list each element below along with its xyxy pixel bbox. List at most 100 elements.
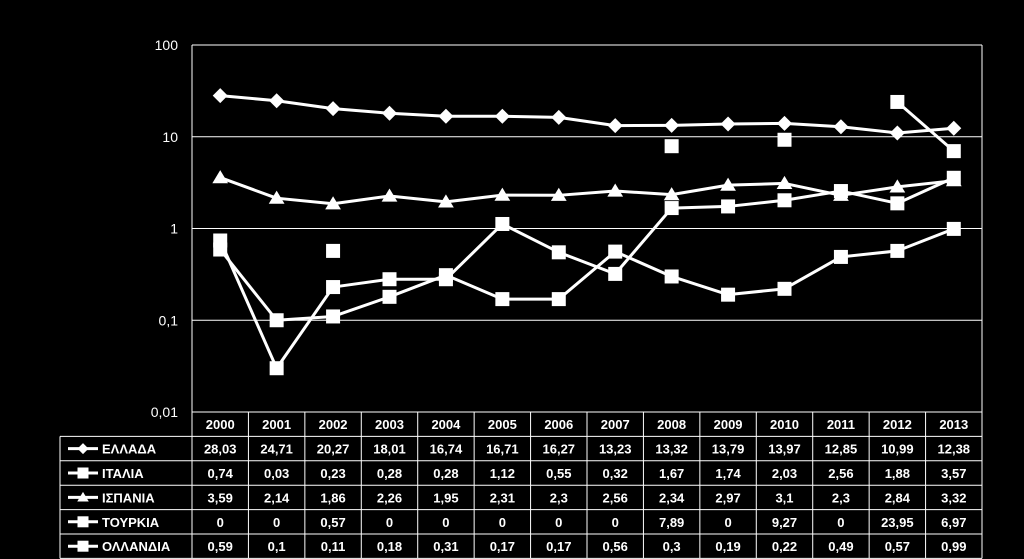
y-tick-label: 1 — [170, 221, 178, 237]
data-label: 0 — [386, 515, 393, 530]
data-label: 2,56 — [603, 490, 628, 505]
data-label: 0,59 — [208, 539, 233, 554]
legend-entry: ΟΛΛΑΝΔΙΑ — [102, 539, 171, 554]
data-label: 0,99 — [941, 539, 966, 554]
legend-key-marker — [77, 540, 89, 552]
data-point — [664, 269, 679, 284]
data-point — [721, 199, 736, 214]
data-label: 9,27 — [772, 515, 797, 530]
x-tick-label: 2012 — [883, 417, 912, 432]
data-label: 0,57 — [320, 515, 345, 530]
data-label: 13,79 — [712, 442, 745, 457]
data-point — [946, 120, 962, 136]
data-label: 0,3 — [663, 539, 681, 554]
data-label: 0,57 — [885, 539, 910, 554]
data-point — [381, 188, 398, 202]
data-point — [720, 116, 736, 132]
data-label: 0,18 — [377, 539, 402, 554]
data-label: 1,67 — [659, 466, 684, 481]
data-label: 0,31 — [433, 539, 458, 554]
data-label: 1,12 — [490, 466, 515, 481]
series-2 — [212, 170, 962, 210]
data-point — [777, 132, 792, 147]
data-label: 0 — [217, 515, 224, 530]
data-label: 0 — [273, 515, 280, 530]
data-label: 0,1 — [268, 539, 286, 554]
data-label: 0 — [837, 515, 844, 530]
data-label: 0 — [555, 515, 562, 530]
data-label: 23,95 — [881, 515, 914, 530]
y-tick-label: 0,1 — [159, 312, 179, 328]
data-label: 2,97 — [715, 490, 740, 505]
data-label: 16,74 — [430, 442, 463, 457]
x-tick-label: 2009 — [714, 417, 743, 432]
data-label: 6,97 — [941, 515, 966, 530]
data-point — [269, 313, 284, 328]
data-label: 13,97 — [768, 442, 801, 457]
data-point — [551, 109, 567, 125]
data-point — [720, 177, 736, 191]
data-point — [607, 183, 624, 197]
data-point — [325, 196, 341, 210]
legend-entry: ΤΟΥΡΚΙΑ — [102, 515, 160, 530]
y-tick-label: 0,01 — [151, 404, 178, 420]
data-label: 0 — [724, 515, 731, 530]
data-point — [382, 289, 397, 304]
data-point — [663, 187, 680, 201]
data-label: 10,99 — [881, 442, 914, 457]
x-tick-label: 2002 — [319, 417, 348, 432]
data-label: 3,57 — [941, 466, 966, 481]
data-point — [946, 221, 961, 236]
y-tick-label: 100 — [155, 37, 179, 53]
series-line — [219, 227, 955, 322]
data-point — [776, 175, 793, 190]
series-3 — [326, 94, 961, 258]
y-tick-label: 10 — [162, 129, 178, 145]
data-point — [550, 187, 567, 201]
x-tick-label: 2008 — [657, 417, 686, 432]
series-line — [219, 176, 954, 206]
data-label: 0,56 — [603, 539, 628, 554]
data-point — [269, 93, 285, 109]
data-point — [607, 118, 623, 134]
data-label: 1,88 — [885, 466, 910, 481]
data-point — [833, 119, 849, 135]
legend-key-marker — [77, 491, 89, 502]
data-label: 2,03 — [772, 466, 797, 481]
data-label: 0,55 — [546, 466, 571, 481]
data-label: 0,19 — [715, 539, 740, 554]
x-tick-label: 2003 — [375, 417, 404, 432]
data-point — [551, 245, 566, 260]
legend-key-marker — [77, 516, 89, 528]
series-line — [220, 94, 954, 135]
y-tick-labels: 100 10 1 0,1 0,01 — [151, 37, 178, 420]
data-label: 0,28 — [433, 466, 458, 481]
data-label: 0,11 — [321, 539, 346, 554]
data-point — [382, 105, 397, 121]
data-label: 3,1 — [775, 490, 793, 505]
data-point — [494, 108, 510, 124]
data-label: 16,27 — [543, 442, 576, 457]
data-point — [945, 173, 962, 187]
data-point — [664, 201, 679, 216]
data-point — [890, 243, 905, 258]
data-point — [833, 187, 849, 201]
data-label: 2,34 — [659, 490, 685, 505]
data-point — [608, 266, 623, 281]
series-1 — [213, 170, 961, 376]
data-label: 7,89 — [659, 515, 684, 530]
data-label: 0,32 — [603, 466, 628, 481]
data-point — [326, 243, 341, 258]
data-label: 1,95 — [433, 490, 458, 505]
x-tick-label: 2004 — [431, 417, 461, 432]
data-point — [212, 88, 228, 104]
data-point — [382, 272, 397, 287]
data-point — [438, 268, 453, 283]
data-label: 0,17 — [546, 539, 571, 554]
data-point — [777, 115, 792, 131]
data-label: 2,56 — [828, 466, 853, 481]
x-tick-label: 2005 — [488, 417, 517, 432]
data-point — [495, 216, 510, 231]
legend-key-marker — [77, 467, 89, 479]
data-label: 2,14 — [264, 490, 290, 505]
